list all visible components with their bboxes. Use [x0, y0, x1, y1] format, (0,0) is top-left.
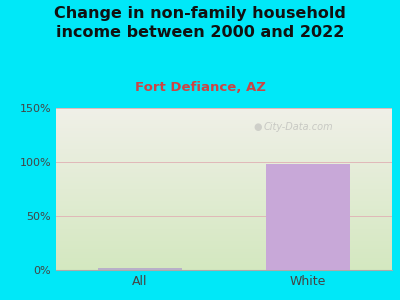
Text: City-Data.com: City-Data.com [263, 122, 333, 132]
Text: ●: ● [253, 122, 262, 132]
Text: Change in non-family household
income between 2000 and 2022: Change in non-family household income be… [54, 6, 346, 40]
Text: Fort Defiance, AZ: Fort Defiance, AZ [134, 81, 266, 94]
Bar [266, 164, 350, 270]
Bar [98, 268, 182, 270]
